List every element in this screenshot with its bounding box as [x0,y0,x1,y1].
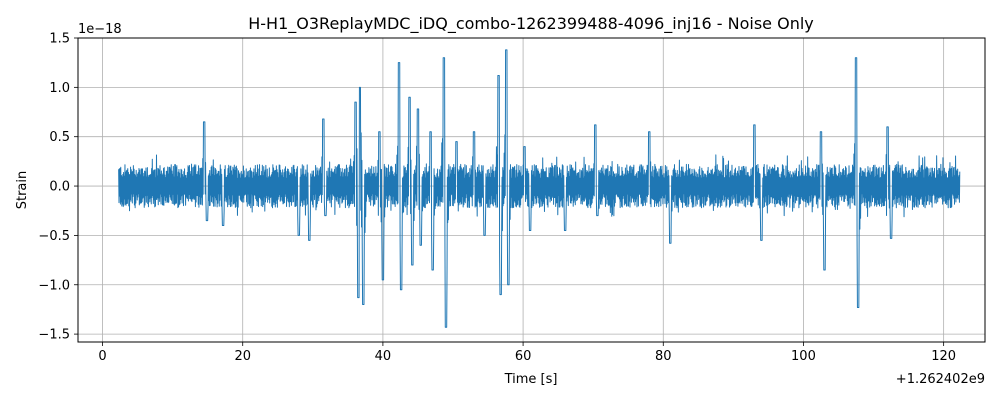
y-tick-label: 1.0 [49,81,70,96]
series-layer [118,49,961,328]
x-axis-label: Time [s] [504,372,558,387]
x-tick-label: 120 [931,349,956,364]
axes: 0 20 40 60 80 100 120 −1.5 −1.0 −0.5 0.0 0.5 1.0 1.5 [38,32,956,365]
x-tick-label: 100 [791,349,816,364]
x-tick-label: 40 [375,349,392,364]
y-axis-label: Strain [15,171,30,210]
y-tick-label: 0.0 [49,180,70,195]
strain-series-line [118,49,961,328]
x-tick-label: 0 [98,349,106,364]
y-exponent-label: 1e−18 [78,22,122,37]
x-tick-label: 80 [655,349,672,364]
plot-frame [77,37,986,343]
y-tick-label: −1.5 [38,328,70,343]
x-offset-label: +1.262402e9 [896,372,985,387]
y-tick-label: 0.5 [49,130,70,145]
x-tick-label: 20 [234,349,251,364]
x-tick-label: 60 [515,349,532,364]
y-tick-label: −0.5 [38,229,70,244]
y-tick-label: 1.5 [49,32,70,47]
y-tick-label: −1.0 [38,278,70,293]
chart-title: H-H1_O3ReplayMDC_iDQ_combo-1262399488-40… [248,14,814,34]
